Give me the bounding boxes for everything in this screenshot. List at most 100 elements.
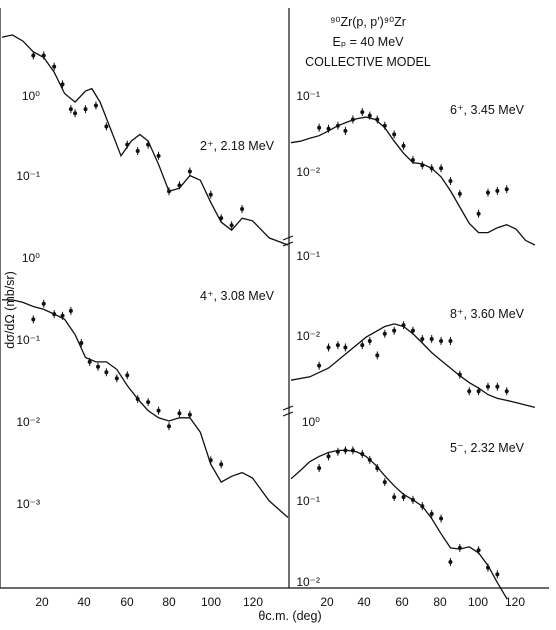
data-point-left-bottom-17: [208, 458, 213, 463]
data-point-right-middle-9: [401, 323, 406, 328]
data-point-right-bottom-17: [476, 548, 481, 553]
data-point-left-bottom-3: [60, 313, 65, 318]
panel-label-8plus: 8⁺, 3.60 MeV: [450, 307, 525, 321]
data-point-right-middle-7: [382, 331, 387, 336]
data-point-right-top-6: [367, 113, 372, 118]
data-point-left-bottom-10: [125, 373, 130, 378]
data-point-right-middle-11: [420, 337, 425, 342]
y-tick-lbot-1e-1: 10⁻¹: [16, 333, 40, 347]
data-point-right-middle-8: [392, 328, 397, 333]
data-point-left-top-13: [167, 189, 172, 194]
data-point-left-bottom-1: [41, 301, 46, 306]
x-tick-left-60: 60: [120, 595, 134, 609]
chart-marks: [1, 34, 536, 599]
y-tick-lbot-1e-3: 10⁻³: [16, 497, 40, 511]
data-point-right-bottom-10: [401, 495, 406, 500]
data-point-right-bottom-0: [317, 466, 322, 471]
data-point-right-middle-6: [375, 353, 380, 358]
data-point-left-top-16: [208, 192, 213, 197]
x-tick-left-40: 40: [77, 595, 91, 609]
data-point-left-bottom-2: [52, 312, 57, 317]
data-point-right-bottom-19: [495, 572, 500, 577]
data-point-right-top-1: [326, 126, 331, 131]
data-point-left-top-1: [41, 53, 46, 58]
data-point-right-bottom-14: [439, 516, 444, 521]
data-point-right-top-12: [420, 163, 425, 168]
data-point-right-top-16: [457, 191, 462, 196]
data-point-left-top-6: [83, 107, 88, 112]
data-point-right-middle-14: [448, 338, 453, 343]
y-tick-ltop-1e0: 10⁰: [22, 89, 40, 103]
data-point-left-top-12: [156, 153, 161, 158]
data-point-left-bottom-15: [177, 411, 182, 416]
data-point-left-bottom-12: [146, 400, 151, 405]
data-point-left-bottom-14: [167, 424, 172, 429]
data-point-right-bottom-15: [448, 559, 453, 564]
data-point-right-top-0: [317, 125, 322, 130]
data-point-right-middle-5: [367, 338, 372, 343]
data-point-left-top-0: [31, 53, 36, 58]
data-point-right-middle-19: [495, 384, 500, 389]
x-tick-left-120: 120: [243, 595, 263, 609]
data-point-right-top-7: [375, 117, 380, 122]
x-tick-right-120: 120: [505, 595, 525, 609]
data-point-right-bottom-13: [429, 511, 434, 516]
figure-title-model: COLLECTIVE MODEL: [305, 55, 431, 69]
data-point-right-bottom-2: [335, 449, 340, 454]
data-point-left-bottom-11: [135, 396, 140, 401]
data-point-left-top-2: [52, 64, 57, 69]
x-tick-left-80: 80: [162, 595, 176, 609]
data-point-left-bottom-7: [96, 364, 101, 369]
data-point-right-bottom-12: [420, 504, 425, 509]
panel-label-5minus: 5⁻, 2.32 MeV: [450, 441, 525, 455]
y-tick-rmid-1e-2: 10⁻²: [296, 329, 320, 343]
data-point-right-top-19: [495, 188, 500, 193]
data-point-right-bottom-6: [367, 457, 372, 462]
x-tick-left-100: 100: [201, 595, 221, 609]
data-point-right-bottom-8: [382, 480, 387, 485]
y-tick-rbot-1e0: 10⁰: [302, 415, 320, 429]
data-point-right-middle-17: [476, 389, 481, 394]
x-tick-left-20: 20: [35, 595, 49, 609]
data-point-right-top-5: [360, 110, 365, 115]
data-point-left-bottom-18: [219, 462, 224, 467]
axis-break-marks: [282, 235, 294, 417]
data-point-right-middle-12: [429, 337, 434, 342]
data-point-right-top-3: [343, 128, 348, 133]
data-point-right-top-15: [448, 178, 453, 183]
data-point-right-middle-16: [467, 389, 472, 394]
data-point-right-middle-2: [335, 343, 340, 348]
data-point-left-top-15: [187, 169, 192, 174]
y-tick-rtop-1e-2: 10⁻²: [296, 165, 320, 179]
data-point-right-bottom-16: [457, 545, 462, 550]
data-point-right-top-18: [485, 190, 490, 195]
data-point-left-top-10: [135, 148, 140, 153]
data-point-right-top-11: [410, 158, 415, 163]
x-ticks-right: 20 40 60 80 100 120: [320, 595, 525, 609]
data-point-right-bottom-4: [350, 448, 355, 453]
data-point-right-middle-3: [343, 345, 348, 350]
data-point-right-top-10: [401, 143, 406, 148]
data-point-right-middle-15: [457, 372, 462, 377]
data-point-left-bottom-16: [187, 412, 192, 417]
data-point-right-middle-0: [317, 363, 322, 368]
y-tick-rbot-1e-2: 10⁻²: [296, 575, 320, 589]
data-point-left-top-4: [68, 107, 73, 112]
theory-curve-right-middle: [290, 323, 536, 409]
data-point-left-bottom-9: [114, 376, 119, 381]
x-ticks-left: 20 40 60 80 100 120: [35, 595, 263, 609]
data-point-right-bottom-11: [410, 497, 415, 502]
data-point-right-middle-18: [485, 384, 490, 389]
y-tick-lbot-1e-2: 10⁻²: [16, 415, 40, 429]
axis-break-left: [282, 235, 294, 247]
y-axis-label: dσ/dΩ (mb/sr): [3, 271, 17, 348]
data-point-right-middle-10: [410, 328, 415, 333]
data-point-left-bottom-5: [79, 341, 84, 346]
panel-label-6plus: 6⁺, 3.45 MeV: [450, 103, 525, 117]
figure-title-energy: Eₚ = 40 MeV: [332, 35, 404, 49]
x-tick-right-60: 60: [395, 595, 409, 609]
x-tick-right-40: 40: [357, 595, 371, 609]
y-tick-rmid-1e-1: 10⁻¹: [296, 249, 320, 263]
theory-curve-right-top: [290, 116, 536, 246]
